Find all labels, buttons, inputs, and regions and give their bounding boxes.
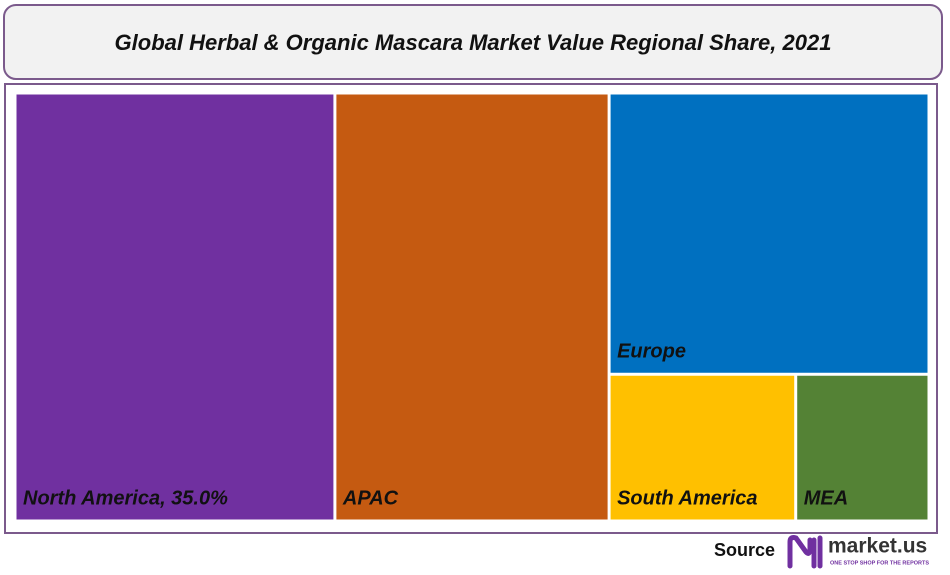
logo-tagline: ONE STOP SHOP FOR THE REPORTS	[830, 560, 929, 566]
chart-title: Global Herbal & Organic Mascara Market V…	[115, 30, 832, 55]
tile	[610, 94, 928, 373]
title-box	[3, 4, 943, 80]
logo-brand: market.us	[828, 535, 927, 558]
tile-label: MEA	[804, 487, 848, 509]
tile	[610, 375, 795, 520]
logo-icon	[787, 535, 823, 569]
tile-label: Europe	[617, 341, 686, 363]
tile	[336, 94, 608, 520]
tile-label: South America	[617, 487, 757, 509]
tile	[797, 375, 928, 520]
source-label: Source	[714, 540, 775, 560]
tile-label: APAC	[342, 487, 399, 509]
tile-label: North America, 35.0%	[23, 487, 228, 509]
treemap: North America, 35.0% APAC Europe South Amer…	[16, 94, 928, 520]
tile	[16, 94, 334, 520]
